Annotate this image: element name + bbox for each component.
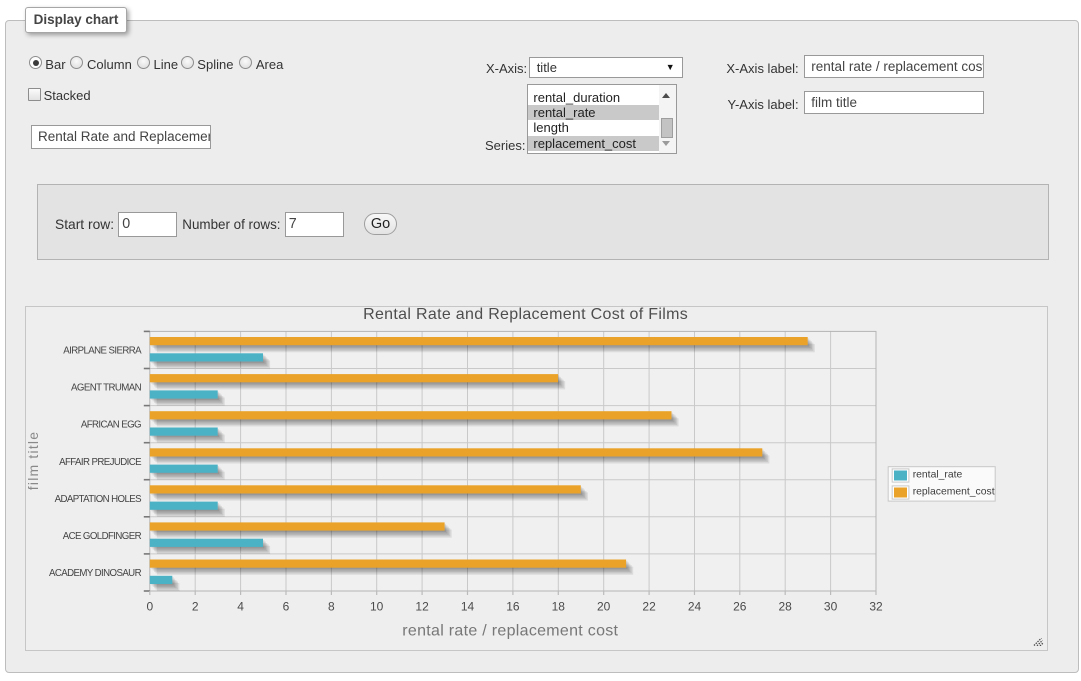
svg-text:22: 22 bbox=[642, 600, 656, 614]
svg-text:8: 8 bbox=[328, 600, 335, 614]
svg-text:26: 26 bbox=[733, 600, 747, 614]
svg-text:2: 2 bbox=[192, 600, 199, 614]
svg-text:ACE GOLDFINGER: ACE GOLDFINGER bbox=[63, 531, 142, 542]
svg-text:ADAPTATION HOLES: ADAPTATION HOLES bbox=[55, 494, 143, 505]
svg-text:AFRICAN EGG: AFRICAN EGG bbox=[81, 420, 141, 431]
svg-text:6: 6 bbox=[283, 600, 290, 614]
svg-text:28: 28 bbox=[779, 600, 793, 614]
svg-text:30: 30 bbox=[824, 600, 838, 614]
svg-text:14: 14 bbox=[461, 600, 475, 614]
svg-text:32: 32 bbox=[869, 600, 883, 614]
svg-text:replacement_cost: replacement_cost bbox=[913, 487, 995, 498]
svg-text:film title: film title bbox=[26, 431, 41, 490]
svg-text:ACADEMY DINOSAUR: ACADEMY DINOSAUR bbox=[49, 568, 142, 579]
svg-text:12: 12 bbox=[415, 600, 429, 614]
svg-text:24: 24 bbox=[688, 600, 702, 614]
svg-text:4: 4 bbox=[237, 600, 244, 614]
svg-text:10: 10 bbox=[370, 600, 384, 614]
svg-text:0: 0 bbox=[146, 600, 153, 614]
svg-text:rental_rate: rental_rate bbox=[913, 470, 963, 481]
svg-text:20: 20 bbox=[597, 600, 611, 614]
svg-text:AGENT TRUMAN: AGENT TRUMAN bbox=[71, 383, 142, 394]
svg-text:rental rate / replacement cost: rental rate / replacement cost bbox=[402, 622, 618, 639]
svg-text:AFFAIR PREJUDICE: AFFAIR PREJUDICE bbox=[59, 457, 142, 468]
svg-text:AIRPLANE SIERRA: AIRPLANE SIERRA bbox=[63, 345, 142, 356]
svg-text:16: 16 bbox=[506, 600, 520, 614]
svg-text:Rental Rate and Replacement Co: Rental Rate and Replacement Cost of Film… bbox=[363, 307, 688, 323]
svg-text:18: 18 bbox=[552, 600, 566, 614]
